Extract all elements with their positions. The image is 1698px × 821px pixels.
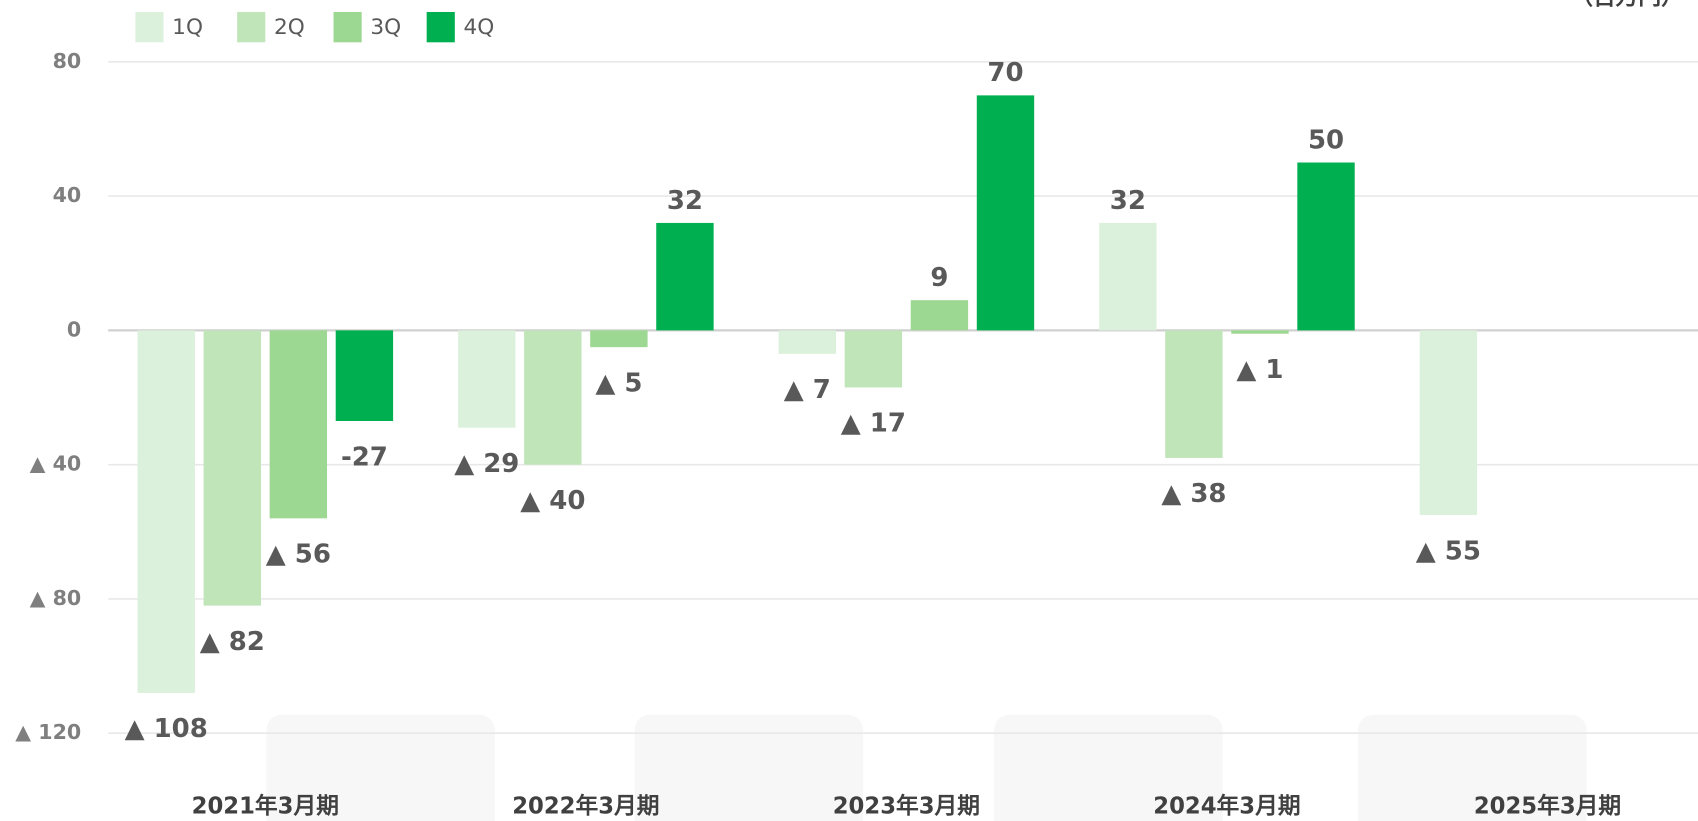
value-label: ▲ 56 (266, 540, 331, 570)
legend-label: 4Q (463, 15, 494, 40)
backdrop (634, 714, 864, 821)
legend-label: 3Q (370, 15, 401, 40)
bar (976, 95, 1035, 331)
value-label: 9 (930, 263, 948, 293)
bar (203, 330, 261, 606)
y-tick-label: 0 (67, 317, 81, 341)
y-tick-label: ▲ 120 (15, 720, 81, 744)
value-label: 32 (1110, 186, 1146, 216)
bar (778, 330, 837, 354)
bar (910, 300, 969, 331)
bar (335, 330, 394, 422)
bar (844, 330, 903, 388)
y-tick-label: ▲ 40 (30, 452, 82, 476)
value-label: ▲ 55 (1416, 536, 1481, 566)
legend-label: 2Q (274, 15, 305, 40)
y-tick-label: ▲ 80 (30, 586, 82, 610)
legend-swatch (237, 11, 266, 43)
bar (1099, 222, 1157, 331)
x-tick-label: 2023年3月期 (833, 792, 980, 819)
bar (590, 330, 648, 348)
bar (656, 222, 714, 331)
backdrop (266, 714, 495, 821)
unit-label: （百万円） (1570, 0, 1684, 10)
bar (524, 330, 582, 465)
bar (1165, 330, 1223, 458)
x-tick-label: 2021年3月期 (192, 792, 339, 819)
value-label: 70 (987, 58, 1023, 88)
y-tick-label: 40 (53, 183, 82, 207)
x-tick-label: 2024年3月期 (1153, 792, 1300, 819)
value-label: -27 (341, 442, 388, 472)
category-backdrops (266, 714, 1587, 821)
bar (1231, 330, 1289, 334)
backdrop (994, 714, 1223, 821)
x-tick-label: 2022年3月期 (512, 792, 659, 819)
backdrop (1357, 714, 1587, 821)
legend-swatch (135, 11, 164, 43)
legend-swatch (426, 11, 455, 43)
legend-label: 1Q (172, 15, 203, 40)
value-label: ▲ 17 (841, 409, 906, 439)
value-label: ▲ 5 (595, 368, 642, 398)
value-label: ▲ 1 (1236, 355, 1283, 385)
bar (1419, 330, 1478, 516)
value-label: ▲ 7 (784, 375, 831, 405)
bar (458, 330, 516, 428)
value-label: ▲ 29 (454, 449, 519, 479)
bar (137, 330, 195, 693)
bar (269, 330, 328, 519)
value-label: 32 (667, 186, 703, 216)
value-label: ▲ 108 (125, 714, 208, 744)
value-label: ▲ 82 (200, 627, 265, 657)
value-label: ▲ 38 (1161, 479, 1226, 509)
legend-swatch (333, 11, 362, 43)
x-tick-label: 2025年3月期 (1474, 792, 1621, 819)
bar (1297, 162, 1355, 331)
y-tick-label: 80 (53, 49, 82, 73)
value-label: ▲ 40 (520, 486, 585, 516)
value-label: 50 (1308, 125, 1344, 155)
